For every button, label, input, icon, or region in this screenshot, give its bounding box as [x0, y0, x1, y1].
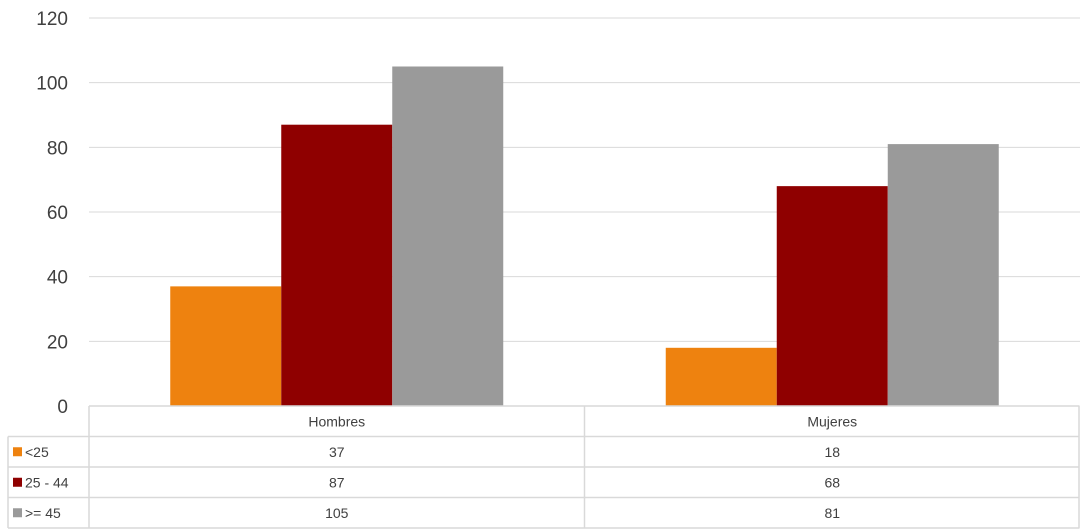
legend-label: <25 [25, 444, 49, 460]
data-table-value: 81 [824, 505, 840, 521]
y-tick-label: 60 [47, 203, 68, 224]
bars [170, 66, 999, 406]
legend-label: >= 45 [25, 505, 61, 521]
legend-swatch [13, 447, 22, 457]
data-table: Hombres Mujeres <25 37 18 25 - 44 87 68 >= 45 105… [7, 405, 1080, 529]
data-table-value: 105 [325, 505, 349, 521]
category-label: Hombres [308, 413, 365, 429]
y-tick-label: 40 [47, 268, 68, 289]
bar [281, 124, 393, 406]
legend-swatch [13, 508, 22, 518]
bar [170, 286, 282, 406]
data-table-value: 68 [824, 474, 840, 490]
legend-label: 25 - 44 [25, 474, 69, 490]
y-tick-label: 20 [47, 332, 68, 353]
y-tick-label: 80 [47, 138, 68, 159]
bar [665, 347, 777, 406]
data-table-value: 87 [329, 474, 345, 490]
y-axis-ticks: 0 20 40 60 80 100 120 [36, 9, 68, 418]
legend-swatch [13, 477, 22, 487]
bar [392, 66, 504, 406]
category-label: Mujeres [807, 413, 857, 429]
y-tick-label: 0 [57, 397, 68, 418]
bar [776, 186, 888, 406]
y-tick-label: 100 [36, 74, 68, 95]
bar [887, 144, 999, 406]
y-tick-label: 120 [36, 9, 68, 30]
data-table-value: 37 [329, 444, 345, 460]
data-table-value: 18 [824, 444, 840, 460]
